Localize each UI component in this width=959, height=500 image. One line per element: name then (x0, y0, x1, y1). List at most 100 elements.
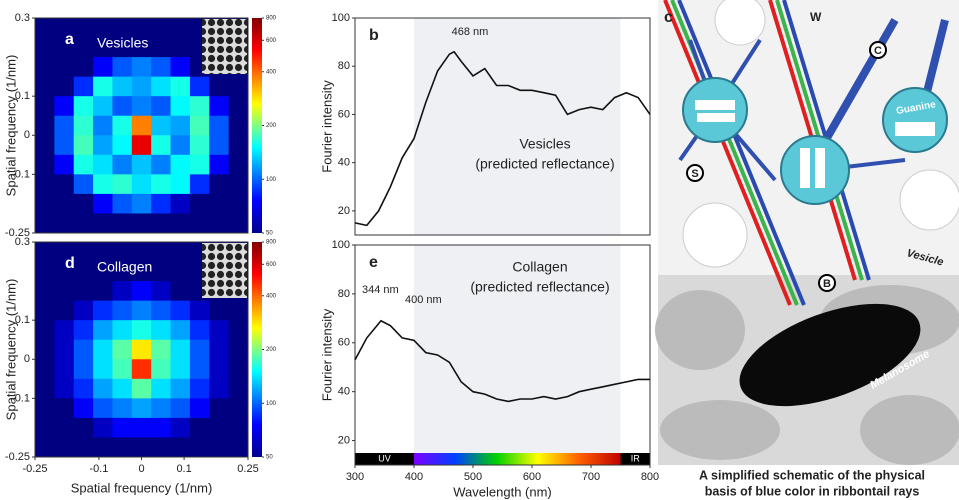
heat-cell (151, 359, 172, 380)
heat-cell (170, 57, 191, 78)
heat-cell (131, 437, 152, 458)
tag-label: B (823, 278, 831, 290)
y-tick-label: -0.1 (11, 168, 30, 180)
heat-cell (93, 339, 113, 360)
heat-cell (112, 154, 133, 175)
heat-cell (35, 281, 55, 302)
heat-cell (73, 242, 94, 263)
heat-cell (170, 242, 191, 263)
y-tick-label: -0.1 (11, 392, 30, 404)
colorbar-tick-label: 50 (266, 455, 273, 461)
x-tick-label: 600 (523, 471, 541, 483)
heat-cell (209, 193, 230, 214)
heat-cell (151, 37, 172, 58)
heat-cell (170, 96, 191, 117)
heat-cell (93, 57, 113, 78)
heat-cell (228, 378, 249, 399)
colorbar-tick-label: 400 (266, 69, 277, 75)
heat-cell (35, 242, 55, 263)
heat-cell (35, 339, 55, 360)
inset-image (202, 19, 247, 74)
heat-cell (93, 437, 113, 458)
spectrum-label: UV (378, 453, 391, 463)
heat-cell (112, 174, 133, 195)
heat-cell (151, 174, 172, 195)
heat-cell (151, 154, 172, 175)
heat-cell (73, 174, 94, 195)
heat-cell (54, 213, 75, 234)
heat-cell (170, 261, 191, 282)
heat-cell (73, 300, 94, 321)
heat-cell (131, 261, 152, 282)
y-tick-label: 60 (338, 108, 350, 120)
heat-cell (112, 300, 133, 321)
heat-cell (35, 37, 55, 58)
colorbar (252, 18, 262, 233)
panel-label: b (369, 27, 379, 44)
heat-cell (228, 359, 249, 380)
heat-cell (189, 300, 210, 321)
heat-cell (151, 242, 172, 263)
heat-cell (35, 300, 55, 321)
heat-cell (151, 135, 172, 156)
heat-cell (73, 115, 94, 136)
heat-cell (151, 339, 172, 360)
heat-cell (170, 378, 191, 399)
heat-cell (112, 437, 133, 458)
y-tick-label: 20 (338, 434, 350, 446)
heat-cell (112, 193, 133, 214)
heat-cell (73, 96, 94, 117)
x-tick-label: 500 (464, 471, 482, 483)
colorbar-tick-label: 100 (266, 177, 277, 183)
heat-cell (112, 115, 133, 136)
heat-cell (151, 261, 172, 282)
heat-cell (209, 398, 230, 419)
heat-cell (54, 193, 75, 214)
x-tick-label: 0 (138, 463, 144, 475)
colorbar (252, 242, 262, 457)
heat-cell (112, 76, 133, 97)
x-tick-label: 400 (405, 471, 423, 483)
heat-cell (189, 76, 210, 97)
x-tick-label: -0.25 (22, 463, 47, 475)
heat-cell (189, 154, 210, 175)
heat-cell (54, 320, 75, 341)
heat-cell (93, 18, 113, 39)
heat-cell (209, 154, 230, 175)
annotation: Collagen (512, 259, 567, 275)
heat-cell (189, 213, 210, 234)
heat-cell (228, 339, 249, 360)
heat-cell (112, 37, 133, 58)
panel-label: a (65, 31, 74, 48)
heat-cell (228, 213, 249, 234)
heat-cell (131, 37, 152, 58)
heat-cell (112, 18, 133, 39)
heat-cell (93, 96, 113, 117)
panel-label: e (369, 254, 378, 271)
heat-cell (131, 115, 152, 136)
y-axis-label: Spatial frequency (1/nm) (3, 55, 18, 197)
spectrum-uv (355, 453, 414, 465)
x-tick-label: 700 (582, 471, 600, 483)
heat-cell (112, 261, 133, 282)
heat-cell (189, 378, 210, 399)
heat-cell (73, 320, 94, 341)
heat-cell (35, 398, 55, 419)
heat-cell (131, 281, 152, 302)
heat-cell (35, 320, 55, 341)
annotation: 344 nm (362, 284, 399, 296)
heat-cell (170, 76, 191, 97)
heat-cell (228, 135, 249, 156)
y-axis-label: Fourier intensity (319, 308, 334, 401)
heat-cell (131, 417, 152, 438)
heat-cell (189, 174, 210, 195)
heat-cell (73, 378, 94, 399)
heat-cell (189, 135, 210, 156)
heat-cell (131, 320, 152, 341)
heat-cell (112, 242, 133, 263)
frame (34, 17, 249, 234)
heat-cell (131, 18, 152, 39)
heat-cell (170, 359, 191, 380)
heat-cell (35, 378, 55, 399)
